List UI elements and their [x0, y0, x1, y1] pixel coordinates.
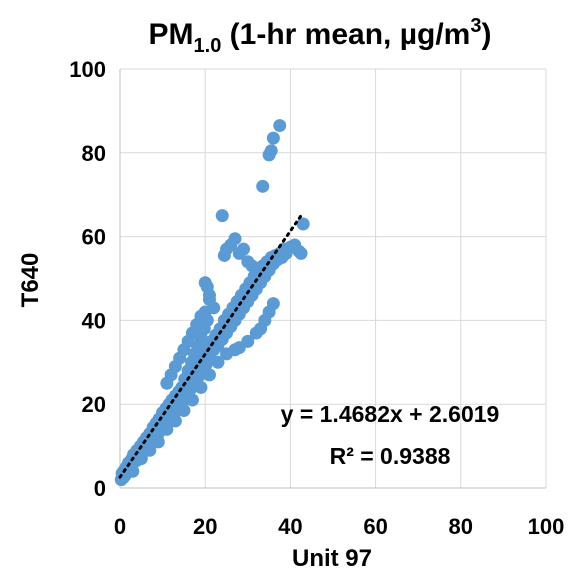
data-point — [143, 443, 157, 457]
data-point — [264, 144, 278, 158]
data-point — [273, 119, 287, 133]
data-point — [194, 380, 208, 394]
data-point — [296, 217, 310, 231]
data-point — [228, 232, 242, 246]
data-points — [114, 119, 310, 487]
data-point — [266, 131, 280, 145]
chart-title-end: ) — [481, 18, 491, 51]
data-point — [168, 414, 182, 428]
y-tick-label: 20 — [82, 392, 106, 417]
data-point — [241, 334, 255, 348]
x-tick-label: 80 — [449, 514, 473, 539]
x-axis-ticks: 0 20 40 60 80 100 — [114, 514, 564, 539]
y-axis-label: T640 — [17, 253, 44, 308]
data-point — [256, 179, 270, 193]
y-tick-label: 80 — [82, 141, 106, 166]
chart-title: PM1.0 (1-hr mean, µg/m3) — [149, 15, 492, 57]
x-tick-label: 40 — [278, 514, 302, 539]
data-point — [266, 297, 280, 311]
data-point — [207, 301, 221, 315]
x-axis-label: Unit 97 — [292, 545, 372, 572]
data-point — [294, 246, 308, 260]
data-point — [245, 259, 259, 273]
y-tick-label: 0 — [94, 476, 106, 501]
x-tick-label: 60 — [363, 514, 387, 539]
data-point — [202, 368, 216, 382]
y-tick-label: 40 — [82, 308, 106, 333]
data-point — [215, 209, 229, 223]
data-point — [202, 288, 216, 302]
trendline — [118, 211, 305, 479]
chart-title-main: PM — [149, 18, 194, 51]
data-point — [185, 393, 199, 407]
x-tick-label: 100 — [528, 514, 565, 539]
data-point — [134, 452, 148, 466]
y-axis-ticks: 0 20 40 60 80 100 — [69, 57, 106, 501]
x-tick-label: 0 — [114, 514, 126, 539]
data-point — [160, 422, 174, 436]
y-tick-label: 100 — [69, 57, 106, 82]
trendline-r-squared: R² = 0.9388 — [330, 443, 451, 469]
data-point — [126, 464, 140, 478]
y-tick-label: 60 — [82, 225, 106, 250]
data-point — [237, 242, 251, 256]
data-point — [211, 355, 225, 369]
plot-axes — [119, 69, 546, 489]
chart-title-rest: (1-hr mean, µg/m — [221, 18, 470, 51]
data-point — [151, 435, 165, 449]
chart-title-superscript: 3 — [470, 15, 481, 37]
trendline-equation: y = 1.4682x + 2.6019 — [281, 401, 500, 427]
data-point — [177, 403, 191, 417]
x-tick-label: 20 — [193, 514, 217, 539]
chart-title-subscript: 1.0 — [194, 35, 222, 57]
